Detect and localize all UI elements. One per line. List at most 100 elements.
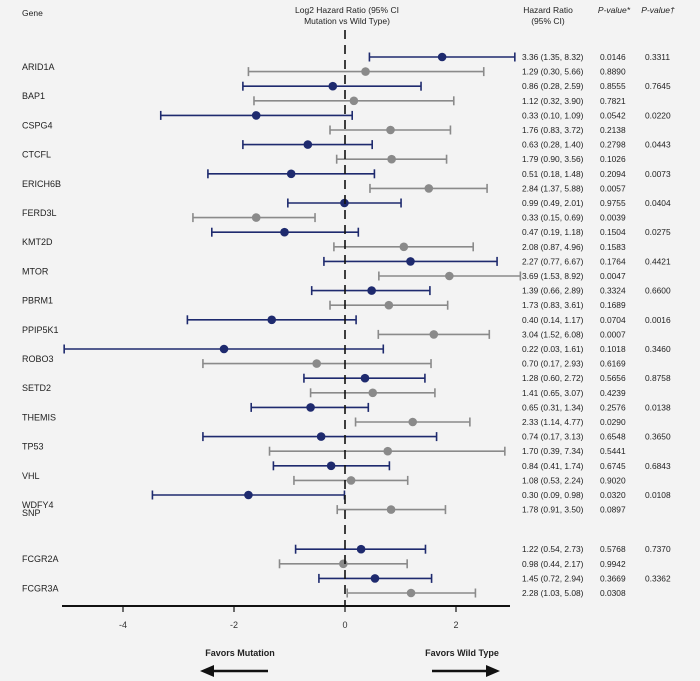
hazard-ratio-value: 0.74 (0.17, 3.13) [522,432,584,442]
hazard-ratio-point [361,67,370,76]
p-value-header-1: P-value* [598,5,631,15]
gene-label: WDFY4 [22,500,54,510]
p-value-2: 0.3362 [645,573,671,583]
hazard-ratio-value: 2.08 (0.87, 4.96) [522,242,584,252]
x-tick-label: 2 [453,620,458,630]
hazard-ratio-value: 0.98 (0.44, 2.17) [522,559,584,569]
favors-wild-type-arrow-icon [486,665,500,677]
hazard-ratio-point [306,403,315,412]
p-value-1: 0.8890 [600,67,626,77]
p-value-2: 0.0016 [645,315,671,325]
hazard-ratio-value: 1.39 (0.66, 2.89) [522,286,584,296]
p-value-2: 0.7370 [645,544,671,554]
hazard-ratio-point [368,388,378,398]
hazard-ratio-point [339,559,348,569]
favors-mutation-arrow-icon [200,665,214,677]
gene-column-header: Gene [22,8,43,18]
axis-title-line1: Log2 Hazard Ratio (95% CI [295,5,399,15]
p-value-2: 0.0220 [645,110,671,120]
p-value-2: 0.8758 [645,373,671,383]
p-value-2: 0.0108 [645,490,671,500]
hazard-ratio-point [386,505,396,514]
hazard-ratio-point [349,96,359,106]
p-value-1: 0.1689 [600,300,626,310]
hazard-ratio-point [219,344,229,354]
hazard-ratio-point [384,300,394,310]
hazard-ratio-point [360,373,370,383]
gene-label: ERICH6B [22,179,61,189]
p-value-1: 0.0290 [600,417,626,427]
gene-label: VHL [22,471,40,481]
hazard-ratio-value: 3.36 (1.35, 8.32) [522,52,584,62]
hazard-ratio-value: 1.45 (0.72, 2.94) [522,573,584,583]
p-value-2: 0.3311 [645,52,670,62]
gene-label: ARID1A [22,62,55,72]
hazard-ratio-value: 0.22 (0.03, 1.61) [522,344,584,354]
hazard-ratio-point [244,490,253,500]
hazard-ratio-point [356,544,366,554]
hazard-ratio-point [383,446,393,456]
favors-mutation-label: Favors Mutation [205,648,275,658]
gene-label: PPIP5K1 [22,325,59,335]
hazard-ratio-value: 3.04 (1.52, 6.08) [522,329,584,339]
p-value-1: 0.2138 [600,125,626,135]
p-value-1: 0.0039 [600,213,626,223]
hazard-ratio-value: 0.40 (0.14, 1.17) [522,315,584,325]
p-value-1: 0.1583 [600,242,626,252]
hazard-ratio-point [326,461,336,471]
p-value-1: 0.1018 [600,344,626,354]
hazard-ratio-point [445,271,454,281]
p-value-2: 0.0138 [645,402,671,412]
favors-wild-type-label: Favors Wild Type [425,648,499,658]
p-value-1: 0.8555 [600,81,626,91]
p-value-1: 0.1764 [600,256,626,266]
hazard-ratio-point [386,125,395,135]
p-value-1: 0.0320 [600,490,626,500]
hazard-ratio-point [267,315,277,325]
hazard-ratio-point [437,52,447,62]
p-value-2: 0.0275 [645,227,671,237]
p-value-1: 0.6548 [600,432,626,442]
hazard-ratio-point [251,111,261,120]
p-value-header-2: P-value† [641,5,675,15]
p-value-2: 0.0443 [645,140,671,150]
p-value-1: 0.0704 [600,315,626,325]
p-value-2: 0.3460 [645,344,671,354]
hazard-ratio-point [408,417,418,427]
hazard-ratio-point [303,140,313,149]
hazard-ratio-value: 1.70 (0.39, 7.34) [522,446,584,456]
hazard-ratio-header: Hazard Ratio [523,5,573,15]
hazard-ratio-point [286,169,296,179]
gene-label: CSPG4 [22,120,53,130]
hazard-ratio-point [399,242,409,252]
gene-label: CTCFL [22,150,51,160]
hazard-ratio-value: 1.79 (0.90, 3.56) [522,154,584,164]
p-value-2: 0.7645 [645,81,671,91]
p-value-1: 0.1504 [600,227,626,237]
p-value-1: 0.9755 [600,198,626,208]
p-value-1: 0.6169 [600,359,626,369]
hazard-ratio-value: 1.29 (0.30, 5.66) [522,67,584,77]
p-value-1: 0.1026 [600,154,626,164]
p-value-1: 0.9020 [600,475,626,485]
p-value-1: 0.0146 [600,52,626,62]
p-value-1: 0.2576 [600,402,626,412]
hazard-ratio-value: 2.27 (0.77, 6.67) [522,256,584,266]
p-value-1: 0.0308 [600,588,626,598]
gene-label: BAP1 [22,91,45,101]
snp-section-label: SNP [22,508,41,518]
gene-label: KMT2D [22,237,53,247]
p-value-2: 0.0404 [645,198,671,208]
p-value-1: 0.0542 [600,110,626,120]
gene-label: TP53 [22,442,44,452]
p-value-1: 0.5441 [600,446,626,456]
p-value-1: 0.3669 [600,573,626,583]
gene-label: MTOR [22,266,49,276]
hazard-ratio-value: 0.33 (0.15, 0.69) [522,213,584,223]
hazard-ratio-value: 0.99 (0.49, 2.01) [522,198,584,208]
p-value-1: 0.0047 [600,271,626,281]
gene-label: SETD2 [22,383,51,393]
hazard-ratio-value: 0.51 (0.18, 1.48) [522,169,584,179]
p-value-2: 0.6600 [645,286,671,296]
